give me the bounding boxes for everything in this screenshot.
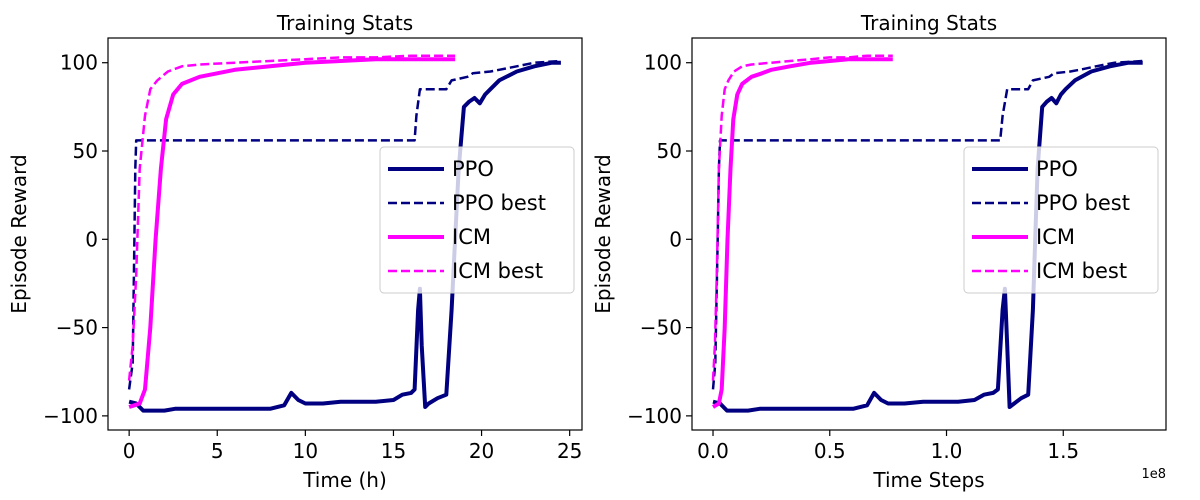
chart-title: Training Stats: [276, 11, 413, 35]
legend: PPO PPO best ICM ICM best: [379, 146, 575, 294]
legend: PPO PPO best ICM ICM best: [963, 146, 1159, 294]
plot-frame: [107, 37, 583, 431]
y-tick-label: 100: [60, 51, 98, 75]
series-line-ppo: [128, 60, 561, 413]
series-group: [127, 54, 561, 413]
legend-label: ICM: [452, 225, 491, 249]
x-tick-label: 1.5: [1047, 439, 1079, 463]
x-tick-label: 0: [123, 439, 136, 463]
legend-label: PPO: [1036, 157, 1078, 181]
legend-label: PPO: [452, 157, 494, 181]
x-tick-label: 25: [557, 439, 582, 463]
y-tick-label: −100: [627, 404, 682, 428]
series-line-icm-best: [127, 54, 456, 381]
y-tick-label: −100: [43, 404, 98, 428]
legend-label: ICM best: [1036, 259, 1127, 283]
y-tick-label: −50: [56, 316, 98, 340]
y-tick-label: 50: [657, 139, 682, 163]
y-axis-label: Episode Reward: [7, 154, 31, 313]
legend-label: PPO best: [452, 191, 546, 215]
chart-title: Training Stats: [860, 11, 997, 35]
x-axis-label: Time Steps: [872, 468, 984, 492]
x-tick-label: 15: [381, 439, 406, 463]
x-tick-label: 20: [469, 439, 494, 463]
x-offset-text: 1e8: [1141, 467, 1166, 482]
x-tick-label: 5: [211, 439, 224, 463]
y-axis-label: Episode Reward: [591, 154, 615, 313]
legend-box: [963, 146, 1159, 294]
y-tick-label: 0: [669, 227, 682, 251]
legend-label: PPO best: [1036, 191, 1130, 215]
series-line-ppo: [712, 60, 1143, 413]
x-tick-label: 10: [293, 439, 318, 463]
series-line-icm: [711, 57, 893, 409]
chart-panel-1: 0 5 10 15 20 25 −100 −50 0 50 100 Training Stats Tim…: [7, 11, 583, 492]
y-tick-label: 0: [85, 227, 98, 251]
x-axis-label: Time (h): [302, 468, 387, 492]
x-tick-label: 0.5: [814, 439, 846, 463]
y-tick-label: 100: [644, 51, 682, 75]
y-tick-label: −50: [640, 316, 682, 340]
series-group: [711, 54, 1143, 413]
legend-box: [379, 146, 575, 294]
y-tick-label: 50: [73, 139, 98, 163]
legend-label: ICM best: [452, 259, 543, 283]
series-line-ppo-best: [127, 59, 561, 390]
chart-panel-2: 0.0 0.5 1.0 1.5 −100 −50 0 50 100 Training Stats T…: [591, 11, 1167, 492]
plot-frame: [691, 37, 1167, 431]
x-tick-label: 0.0: [697, 439, 729, 463]
series-line-icm-best: [711, 54, 893, 381]
series-line-icm: [128, 57, 456, 409]
x-tick-label: 1.0: [931, 439, 963, 463]
legend-label: ICM: [1036, 225, 1075, 249]
